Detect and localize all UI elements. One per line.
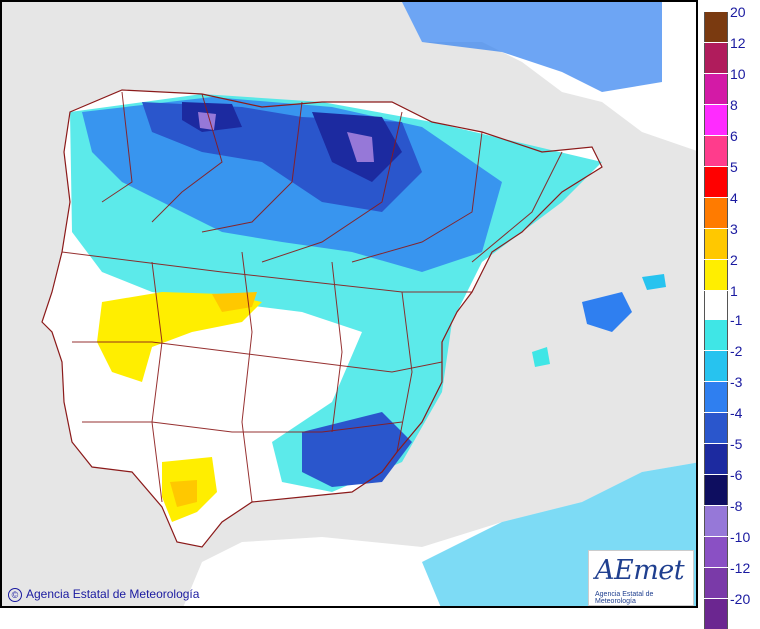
legend-label-4: 4 — [730, 190, 738, 206]
cold-peak-west — [198, 112, 216, 130]
legend-swatch-6 — [704, 136, 728, 166]
legend-swatch-12 — [704, 43, 728, 73]
legend-label-10: 10 — [730, 66, 746, 82]
legend-label--1: -1 — [730, 312, 743, 328]
cold-zone-northeast — [402, 2, 662, 92]
legend-swatch--12 — [704, 568, 728, 598]
copyright-notice: © Agencia Estatal de Meteorología — [8, 587, 199, 602]
mallorca — [582, 292, 632, 332]
iberia-coastline — [41, 89, 603, 548]
legend-label-8: 8 — [730, 97, 738, 113]
legend-swatch-8 — [704, 105, 728, 135]
color-scale-legend: 20 12 10 8 6 5 4 3 2 1 -1 -2 -3 -4 -5 -6 -8 -10 -12 -20 — [704, 0, 760, 629]
legend-swatch-2 — [704, 260, 728, 290]
legend-label-5: 5 — [730, 159, 738, 175]
aemet-wordmark: AEmet — [595, 555, 685, 586]
warm-zone-extremadura — [97, 292, 262, 382]
ibiza — [532, 347, 550, 367]
legend-label--12: -12 — [730, 560, 751, 576]
legend-swatch-4 — [704, 198, 728, 228]
legend-label-3: 3 — [730, 221, 738, 237]
legend-label--2: -2 — [730, 343, 743, 359]
legend-swatch--6 — [704, 475, 728, 505]
temperature-anomaly-map — [2, 2, 696, 606]
legend-swatch-20 — [704, 12, 728, 42]
legend-swatch-3 — [704, 229, 728, 259]
menorca — [642, 274, 666, 290]
warm-zone-andalusia-core — [170, 480, 197, 507]
warm-zone-toledo — [212, 292, 257, 312]
legend-swatch--10 — [704, 537, 728, 567]
aemet-subtitle: Agencia Estatal de Meteorología — [595, 591, 654, 605]
legend-swatch-5 — [704, 167, 728, 197]
legend-label-6: 6 — [730, 128, 738, 144]
legend-swatch--8 — [704, 506, 728, 536]
legend-swatch--2 — [704, 351, 728, 381]
legend-label-12: 12 — [730, 35, 746, 51]
legend-swatch-10 — [704, 74, 728, 104]
legend-label--3: -3 — [730, 374, 743, 390]
legend-label-1: 1 — [730, 283, 738, 299]
copyright-icon: © — [8, 588, 22, 602]
legend-label-2: 2 — [730, 252, 738, 268]
legend-swatch--20 — [704, 599, 728, 629]
legend-swatch-1 — [704, 291, 728, 321]
legend-label--6: -6 — [730, 467, 743, 483]
legend-swatch--5 — [704, 444, 728, 474]
legend-swatch--3 — [704, 382, 728, 412]
legend-label--10: -10 — [730, 529, 751, 545]
cold-peak-east — [347, 132, 374, 162]
legend-swatch--4 — [704, 413, 728, 443]
province-borders — [61, 91, 563, 503]
legend-label--5: -5 — [730, 436, 743, 452]
legend-label--4: -4 — [730, 405, 743, 421]
copyright-text: Agencia Estatal de Meteorología — [26, 587, 200, 601]
legend-label-20: 20 — [730, 4, 746, 20]
map-panel: © Agencia Estatal de Meteorología AEmet A… — [0, 0, 698, 608]
legend-label--20: -20 — [730, 591, 751, 607]
legend-label--8: -8 — [730, 498, 743, 514]
legend-swatch--1 — [704, 320, 728, 350]
aemet-logo: AEmet Agencia Estatal de Meteorología — [588, 550, 694, 606]
